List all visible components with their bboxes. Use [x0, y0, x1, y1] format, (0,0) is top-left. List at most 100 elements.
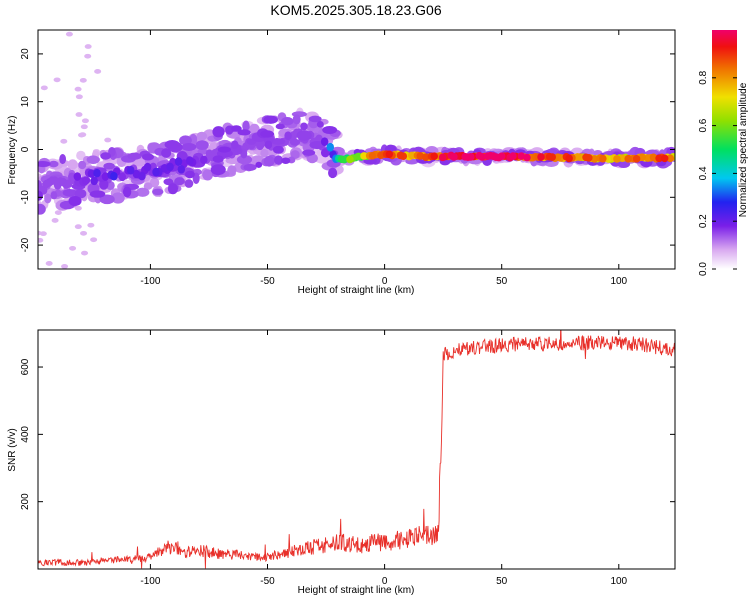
spectrogram-cell	[174, 157, 183, 166]
spectrogram-cell	[62, 188, 78, 197]
spectrogram-cell	[326, 142, 335, 152]
spectrogram-cell	[164, 140, 180, 150]
spectrogram-cell	[632, 154, 641, 163]
spectrogram-cell	[438, 153, 447, 162]
spectrogram-cell	[167, 183, 179, 195]
snr-xtick-label: -100	[140, 576, 160, 587]
spectrogram-cell	[260, 148, 269, 158]
snr-ylabel: SNR (v/v)	[7, 428, 18, 471]
spectrogram-cell	[152, 188, 164, 196]
spectrogram-cell	[44, 193, 52, 204]
spectrogram-cell	[127, 152, 142, 160]
spectrogram-cell	[290, 150, 300, 159]
spectrogram-cell	[368, 151, 377, 160]
spectrogram-cell	[181, 142, 197, 151]
snr-frame	[37, 329, 676, 570]
spectrogram-cell	[509, 152, 517, 160]
spectrogram-cell	[360, 152, 368, 160]
spectrogram-cell	[84, 53, 92, 59]
colorbar-tick-label: 0.4	[698, 166, 709, 180]
spectrogram-cell	[87, 169, 96, 178]
chart-title: KOM5.2025.305.18.23.G06	[270, 2, 441, 18]
spectrogram-cell	[174, 177, 185, 186]
spectrogram-cell	[475, 151, 483, 160]
spectrogram-cell	[396, 151, 405, 160]
spectrogram-cell	[38, 161, 51, 168]
spectrogram-cell	[316, 121, 324, 128]
spectrogram-cell	[537, 153, 545, 161]
spectrogram-cell	[236, 154, 253, 165]
spectrogram-ytick-label: -20	[20, 237, 31, 252]
spectrogram-cell	[143, 162, 152, 172]
spectrogram-cell	[582, 153, 590, 162]
spectrogram-cell	[177, 164, 186, 174]
spectrogram-cell	[210, 164, 226, 176]
spectrogram-cell	[59, 153, 67, 165]
snr-marks	[38, 330, 675, 569]
spectrogram-cell	[649, 153, 658, 162]
spectrogram-cell	[89, 190, 106, 198]
spectrogram-cell	[385, 150, 394, 159]
spectrogram-cell	[79, 77, 87, 83]
spectrogram-xlabel: Height of straight line (km)	[298, 285, 415, 296]
spectrogram-cell	[599, 154, 607, 163]
colorbar: 0.0 0.2 0.4 0.6 0.8 Normalized spectral ampl…	[698, 30, 749, 276]
spectrogram-cell	[195, 140, 209, 151]
spectrogram-cell	[292, 114, 301, 125]
spectrogram-cell	[80, 230, 88, 236]
snr-axes: -100 -50 0 50 100 200 400 600	[20, 330, 675, 587]
spectrogram-cell	[74, 86, 82, 92]
spectrogram-cell	[242, 120, 250, 132]
snr-panel: -100 -50 0 50 100 200 400 600 Height of straigh…	[7, 329, 676, 596]
spectrogram-cell	[377, 151, 385, 159]
spectrogram-cell	[53, 77, 61, 83]
spectrogram-cell	[328, 167, 338, 179]
spectrogram-cell	[179, 135, 192, 146]
spectrogram-cell	[422, 153, 430, 161]
spectrogram-cell	[450, 153, 458, 161]
spectrogram-xtick-label: -50	[260, 276, 275, 287]
spectrogram-cell	[300, 122, 308, 131]
spectrogram-cell	[82, 176, 90, 185]
spectrogram-cell	[152, 167, 160, 177]
spectrogram-cell	[126, 165, 135, 175]
spectrogram-cell	[517, 152, 526, 160]
spectrogram-cell	[308, 115, 322, 123]
spectrogram-cell	[38, 230, 42, 236]
snr-xtick-label: 50	[496, 576, 508, 587]
spectrogram-cell	[200, 155, 208, 165]
spectrogram-cell	[100, 152, 112, 160]
spectrogram-ylabel: Frequency (Hz)	[7, 116, 18, 185]
spectrogram-cell	[217, 146, 231, 153]
spectrogram-cell	[38, 237, 44, 243]
spectrogram-cell	[103, 162, 115, 170]
spectrogram-cell	[48, 160, 59, 168]
snr-xtick-label: 100	[610, 576, 627, 587]
snr-xtick-label: -50	[260, 576, 275, 587]
spectrogram-ytick-label: -10	[20, 190, 31, 205]
spectrogram-cell	[284, 131, 292, 140]
spectrogram-cell	[132, 169, 141, 179]
spectrogram-cell	[50, 191, 58, 200]
spectrogram-ytick-label: 10	[20, 96, 31, 108]
spectrogram-cell	[573, 153, 582, 161]
spectrogram-cell	[90, 237, 98, 243]
spectrogram-cell	[166, 162, 174, 172]
colorbar-tick-label: 0.2	[698, 214, 709, 228]
spectrogram-cell	[75, 94, 83, 100]
spectrogram-cell	[60, 138, 68, 144]
spectrogram-cell	[230, 140, 239, 150]
spectrogram-cell	[660, 154, 669, 163]
spectrogram-cell	[302, 149, 316, 156]
spectrogram-cell	[84, 44, 92, 49]
spectrogram-cell	[320, 137, 329, 146]
spectrogram-cell	[618, 154, 627, 163]
spectrogram-cell	[104, 137, 112, 143]
snr-xlabel: Height of straight line (km)	[298, 585, 415, 596]
spectrogram-cell	[142, 153, 154, 161]
spectrogram-cell	[212, 126, 225, 138]
spectrogram-cell	[143, 182, 153, 190]
spectrogram-cell	[315, 134, 323, 144]
spectrogram-cell	[430, 152, 438, 161]
